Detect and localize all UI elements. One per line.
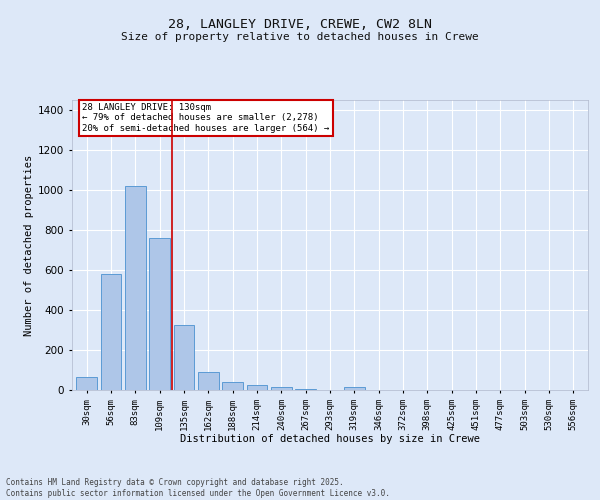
Bar bbox=[198, 372, 218, 390]
Text: 28, LANGLEY DRIVE, CREWE, CW2 8LN: 28, LANGLEY DRIVE, CREWE, CW2 8LN bbox=[168, 18, 432, 30]
Bar bbox=[271, 387, 292, 390]
Bar bbox=[76, 377, 97, 390]
Bar bbox=[295, 389, 316, 390]
Bar bbox=[125, 186, 146, 390]
Y-axis label: Number of detached properties: Number of detached properties bbox=[24, 154, 34, 336]
Text: Size of property relative to detached houses in Crewe: Size of property relative to detached ho… bbox=[121, 32, 479, 42]
Bar bbox=[173, 325, 194, 390]
Bar bbox=[344, 387, 365, 390]
Bar bbox=[101, 274, 121, 390]
Bar bbox=[222, 382, 243, 390]
Bar bbox=[247, 385, 268, 390]
X-axis label: Distribution of detached houses by size in Crewe: Distribution of detached houses by size … bbox=[180, 434, 480, 444]
Text: Contains HM Land Registry data © Crown copyright and database right 2025.
Contai: Contains HM Land Registry data © Crown c… bbox=[6, 478, 390, 498]
Bar bbox=[149, 238, 170, 390]
Text: 28 LANGLEY DRIVE: 130sqm
← 79% of detached houses are smaller (2,278)
20% of sem: 28 LANGLEY DRIVE: 130sqm ← 79% of detach… bbox=[82, 103, 329, 132]
